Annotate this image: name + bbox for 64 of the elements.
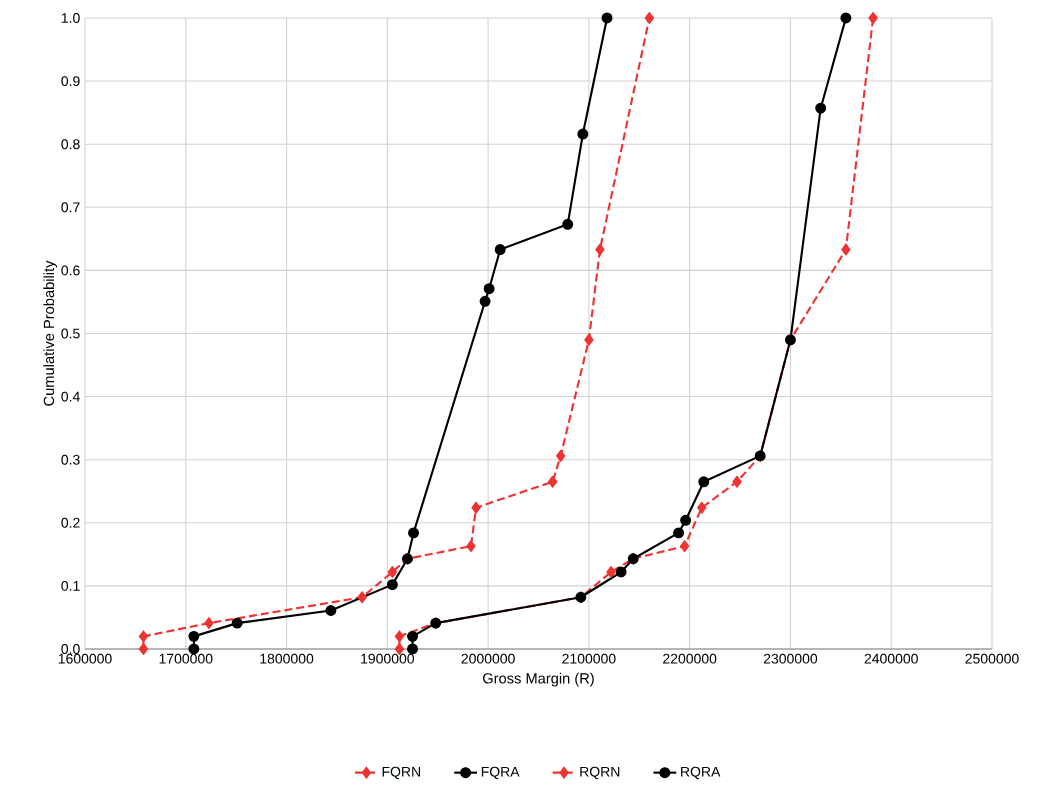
y-tick-label: 0.4 <box>61 391 80 402</box>
point <box>841 243 851 256</box>
point <box>562 218 574 230</box>
point <box>732 475 742 488</box>
x-axis-title: Gross Margin (R) <box>483 672 594 687</box>
point <box>407 630 418 642</box>
y-tick-label: 0.7 <box>61 202 80 213</box>
y-tick-label: 0.9 <box>61 76 80 87</box>
point <box>644 11 655 24</box>
legend-label: FQRN <box>382 766 421 780</box>
point <box>698 476 710 488</box>
legend-label: RQRA <box>681 766 721 780</box>
point <box>673 527 685 539</box>
point <box>138 642 149 655</box>
x-tick-label: 1800000 <box>260 653 314 664</box>
y-tick-label: 0.5 <box>61 328 80 339</box>
x-tick-label: 2100000 <box>562 653 616 664</box>
legend-label: FQRA <box>481 766 520 780</box>
point <box>408 527 420 539</box>
y-tick-label: 0.8 <box>61 139 80 150</box>
point <box>471 501 481 514</box>
point <box>483 283 495 295</box>
y-tick-label: 0.3 <box>61 454 80 465</box>
point <box>386 579 398 591</box>
x-tick-label: 1600000 <box>58 653 112 664</box>
point <box>577 128 589 140</box>
x-tick-label: 2200000 <box>663 653 717 664</box>
point <box>231 617 243 629</box>
point <box>815 102 827 114</box>
x-tick-label: 1700000 <box>159 653 213 664</box>
x-tick-label: 2300000 <box>763 653 818 664</box>
y-axis-title: Cumulative Probability <box>43 260 57 406</box>
point <box>188 630 200 642</box>
x-tick-label: 2000000 <box>461 653 515 664</box>
point <box>680 514 692 526</box>
point <box>697 501 707 514</box>
y-tick-label: 0.1 <box>61 580 80 591</box>
y-tick-label: 0.2 <box>61 517 80 528</box>
point <box>357 591 367 604</box>
y-tick-label: 0.0 <box>61 644 80 654</box>
point <box>547 475 558 488</box>
point <box>466 540 476 553</box>
point <box>387 566 398 579</box>
point <box>601 12 613 24</box>
point <box>840 12 852 24</box>
x-tick-label: 2400000 <box>864 653 918 664</box>
point <box>584 333 594 346</box>
point <box>615 566 627 578</box>
point <box>494 244 506 256</box>
point <box>479 295 491 307</box>
y-tick-label: 1.0 <box>61 13 80 23</box>
point <box>138 630 149 643</box>
legend-label: RQRN <box>580 766 620 780</box>
point <box>556 449 566 462</box>
point <box>868 11 878 24</box>
x-tick-label: 2500000 <box>965 653 1019 664</box>
point <box>606 566 616 579</box>
x-tick-label: 1900000 <box>361 653 415 664</box>
point <box>204 617 214 630</box>
point <box>595 243 605 256</box>
point <box>679 540 690 553</box>
point <box>394 630 405 643</box>
point <box>325 605 337 616</box>
y-tick-label: 0.6 <box>61 265 80 276</box>
